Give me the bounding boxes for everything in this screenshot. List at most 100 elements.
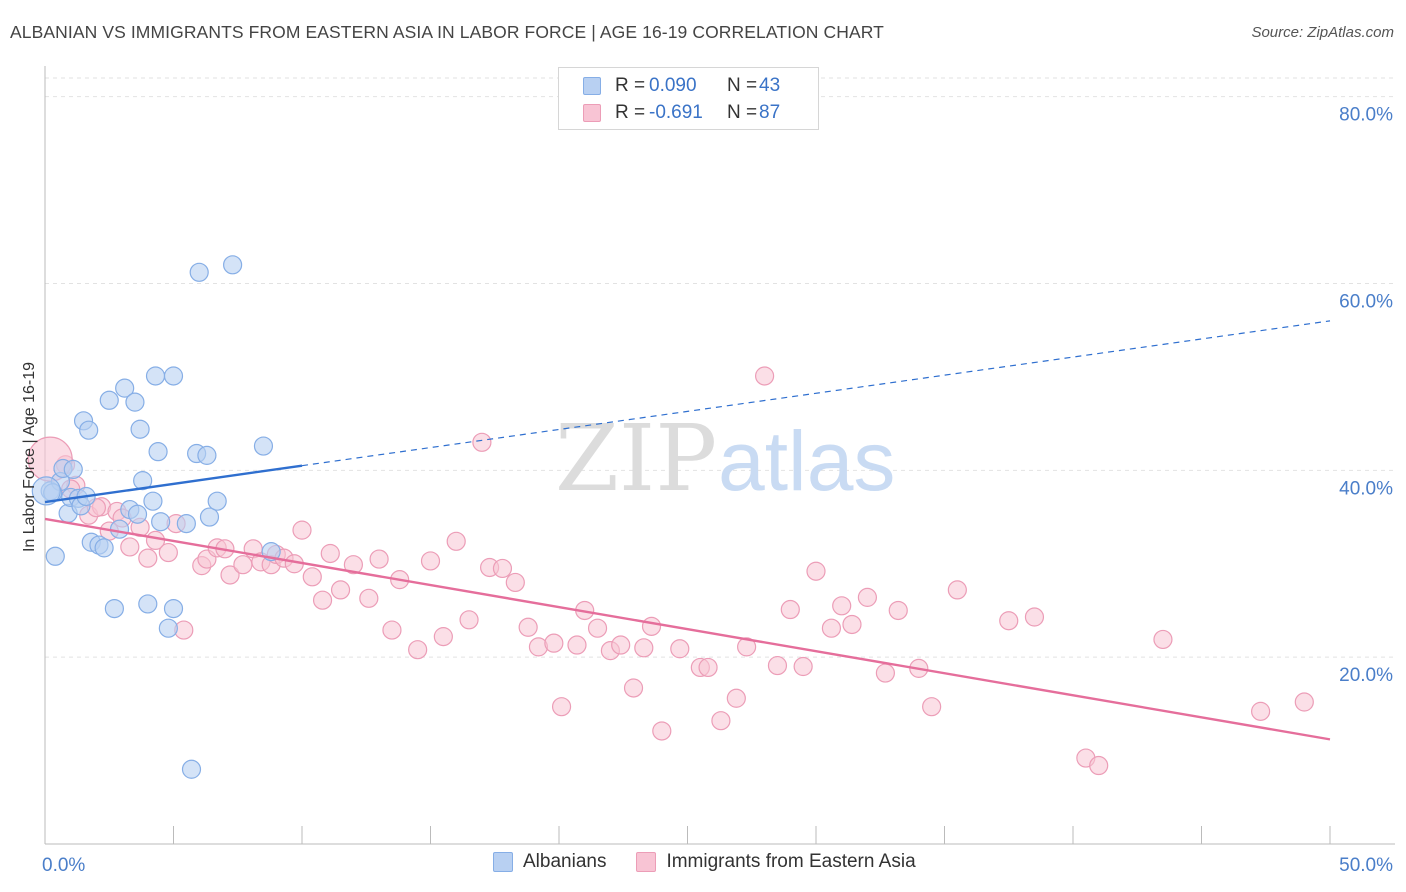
data-point-albanians <box>115 378 135 398</box>
data-point-albanians <box>148 442 168 462</box>
data-point-eastern-asia <box>505 572 525 593</box>
trend-line-eastern-asia <box>44 517 1331 741</box>
data-point-eastern-asia <box>446 531 466 551</box>
data-point-albanians <box>181 759 202 779</box>
data-point-eastern-asia <box>1089 755 1109 776</box>
data-point-eastern-asia <box>551 697 572 717</box>
data-point-albanians <box>163 598 184 619</box>
data-point-eastern-asia <box>767 655 788 676</box>
data-point-albanians-large <box>31 476 61 506</box>
data-point-eastern-asia <box>999 611 1019 631</box>
data-point-eastern-asia <box>420 551 441 571</box>
bottom-legend-swatch-eastern-asia <box>636 852 657 872</box>
data-point-albanians <box>94 538 114 558</box>
data-point-eastern-asia <box>518 617 538 637</box>
watermark-zip: ZIP <box>555 405 717 512</box>
data-point-albanians <box>127 504 148 524</box>
data-point-albanians <box>138 594 158 614</box>
data-point-eastern-asia <box>611 635 631 655</box>
data-point-eastern-asia <box>754 366 775 386</box>
y-tick-label: 80.0% <box>1339 105 1393 126</box>
data-point-eastern-asia <box>1251 701 1271 721</box>
data-point-albanians <box>79 420 99 440</box>
data-point-eastern-asia <box>587 618 608 638</box>
data-point-albanians <box>63 459 83 480</box>
data-point-eastern-asia <box>623 678 644 698</box>
data-point-eastern-asia <box>220 565 240 585</box>
data-point-eastern-asia <box>806 561 826 581</box>
y-tick-label: 20.0% <box>1339 665 1393 686</box>
legend-r-value: -0.691 <box>649 102 703 123</box>
data-point-albanians <box>145 366 166 386</box>
data-point-eastern-asia <box>158 542 178 563</box>
source-label: Source: ZipAtlas.com <box>1251 24 1394 41</box>
y-axis-label: In Labor Force | Age 16-19 <box>21 362 38 552</box>
legend-r-label: R = <box>615 75 646 96</box>
data-point-eastern-asia <box>888 600 908 621</box>
axes <box>44 66 1395 845</box>
data-point-eastern-asia <box>459 610 479 630</box>
data-point-albanians <box>45 546 65 566</box>
data-point-eastern-asia <box>670 639 690 659</box>
data-point-eastern-asia <box>292 520 312 540</box>
data-point-eastern-asia <box>737 637 757 657</box>
trend-line-albanians-extension <box>301 320 1331 467</box>
data-point-albanians <box>99 390 119 410</box>
x-tick-label: 50.0% <box>1339 855 1393 876</box>
data-point-eastern-asia <box>832 596 852 616</box>
data-point-eastern-asia <box>726 688 746 708</box>
data-point-albanians <box>199 507 220 527</box>
data-point-eastern-asia <box>492 558 513 579</box>
data-point-albanians <box>151 512 171 532</box>
data-point-eastern-asia <box>842 614 862 635</box>
data-point-albanians <box>158 618 178 638</box>
series-eastern-asia-points <box>27 366 1314 776</box>
chart-title: ALBANIAN VS IMMIGRANTS FROM EASTERN ASIA… <box>10 22 884 42</box>
legend-n-value: 87 <box>759 102 781 123</box>
data-point-albanians <box>143 491 163 511</box>
data-point-eastern-asia <box>652 721 672 741</box>
data-point-eastern-asia <box>433 627 453 647</box>
series-albanians-points <box>31 255 281 779</box>
bottom-legend-albanians[interactable]: Albanians <box>493 851 606 873</box>
legend-n-value: 43 <box>759 75 781 96</box>
y-tick-label: 40.0% <box>1339 478 1393 499</box>
data-point-eastern-asia <box>567 635 587 655</box>
data-point-eastern-asia <box>947 580 967 600</box>
legend-row-albanians: R = 0.090 N = 43 <box>583 74 780 98</box>
data-point-albanians <box>253 436 274 456</box>
data-point-eastern-asia <box>138 548 158 568</box>
bottom-legend-eastern-asia[interactable]: Immigrants from Eastern Asia <box>636 851 916 873</box>
bottom-legend-label-albanians: Albanians <box>523 851 607 872</box>
tick-labels: 20.0% 40.0% 60.0% 80.0% 0.0% 50.0% <box>42 105 1393 876</box>
data-point-eastern-asia <box>1153 629 1173 650</box>
data-point-eastern-asia <box>857 587 878 607</box>
data-point-eastern-asia <box>1024 607 1045 627</box>
data-point-eastern-asia <box>472 432 492 452</box>
trend-lines <box>44 320 1331 741</box>
data-point-eastern-asia <box>922 697 942 717</box>
x-tick-label: 0.0% <box>42 855 85 876</box>
data-point-albanians <box>223 255 243 275</box>
data-point-eastern-asia <box>408 640 428 660</box>
data-point-albanians <box>104 598 124 619</box>
data-point-albanians <box>125 392 145 412</box>
trend-line-albanians <box>44 464 303 504</box>
data-point-albanians <box>109 519 130 539</box>
data-point-eastern-asia <box>320 543 340 564</box>
data-point-eastern-asia <box>120 537 140 557</box>
legend-swatch-albanians <box>583 77 601 95</box>
legend-swatch-eastern-asia <box>583 104 601 122</box>
data-point-eastern-asia <box>233 555 253 575</box>
legend-r-value: 0.090 <box>649 75 697 96</box>
data-point-albanians <box>189 262 209 282</box>
data-point-eastern-asia <box>875 663 895 683</box>
y-tick-label: 60.0% <box>1339 292 1393 313</box>
data-point-eastern-asia <box>359 588 379 608</box>
data-point-albanians <box>176 513 196 534</box>
data-point-eastern-asia <box>544 633 564 653</box>
data-point-eastern-asia <box>641 616 662 636</box>
data-point-eastern-asia <box>698 657 718 678</box>
data-point-eastern-asia <box>369 549 389 569</box>
